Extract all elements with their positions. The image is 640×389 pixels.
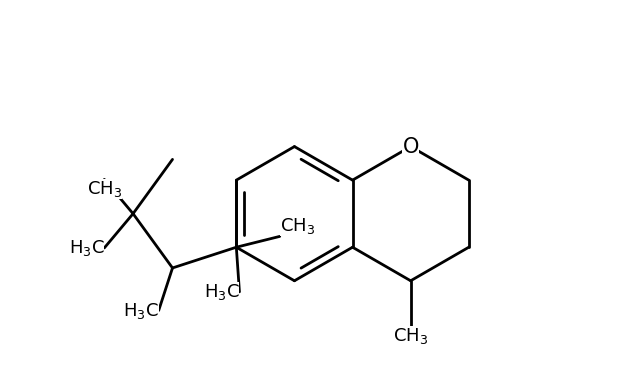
Text: H$_3$C: H$_3$C: [123, 301, 159, 321]
Text: H$_3$C: H$_3$C: [68, 238, 104, 258]
Text: O: O: [403, 137, 419, 156]
Text: H$_3$C: H$_3$C: [204, 282, 239, 302]
Text: CH$_3$: CH$_3$: [393, 326, 428, 345]
Text: CH$_3$: CH$_3$: [280, 216, 315, 237]
Text: CH$_3$: CH$_3$: [86, 179, 122, 200]
